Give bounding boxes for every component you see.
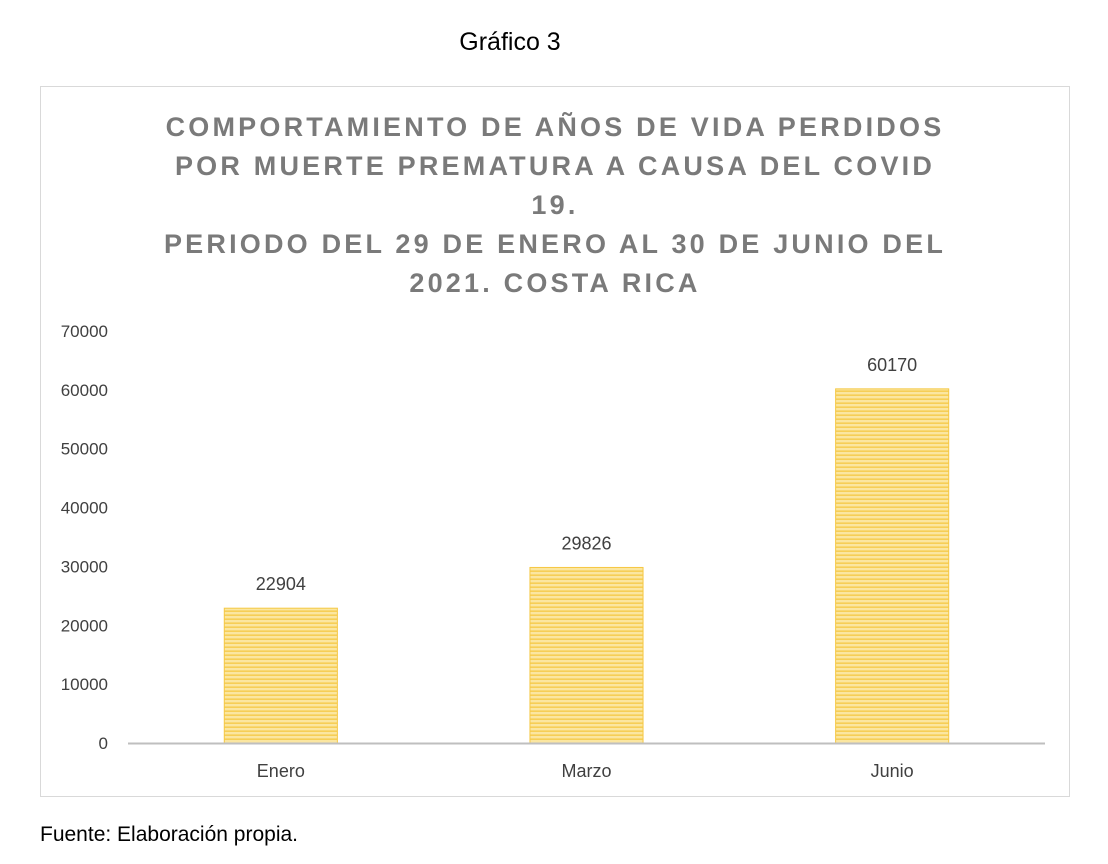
data-label-enero: 22904 [256,574,306,594]
y-tick-label-20000: 20000 [61,616,108,635]
y-axis-tick-labels: 0 10000 20000 30000 40000 50000 60000 70000 [61,322,108,753]
y-tick-label-60000: 60000 [61,381,108,400]
x-category-label-junio: Junio [871,761,914,781]
data-label-marzo: 29826 [561,533,611,553]
chart-title: COMPORTAMIENTO DE AÑOS DE VIDA PERDIDOS … [40,108,1070,303]
chart-frame [40,86,1070,797]
chart-title-line-3: 19. [531,190,579,220]
chart-title-line-4: PERIODO DEL 29 DE ENERO AL 30 DE JUNIO D… [163,229,947,259]
y-tick-label-30000: 30000 [61,557,108,576]
y-tick-label-70000: 70000 [61,322,108,341]
y-tick-label-10000: 10000 [61,675,108,694]
x-category-label-marzo: Marzo [561,761,611,781]
bar-junio [835,388,950,744]
figure-caption-text: Gráfico 3 [459,28,561,56]
y-tick-label-40000: 40000 [61,499,108,518]
source-note: Fuente: Elaboración propia. [40,823,298,846]
y-tick-label-50000: 50000 [61,440,108,459]
data-labels: 22904 29826 60170 [256,355,917,594]
bar-marzo [529,566,644,744]
chart-title-line-2: POR MUERTE PREMATURA A CAUSA DEL COVID [174,151,936,181]
x-category-label-enero: Enero [257,761,305,781]
y-tick-label-0: 0 [99,734,108,753]
bar-enero [223,607,338,744]
chart-title-line-5: 2021. COSTA RICA [409,268,701,298]
chart-title-line-1: COMPORTAMIENTO DE AÑOS DE VIDA PERDIDOS [165,112,945,142]
figure-caption: Gráfico 3 [0,28,1108,57]
x-axis-category-labels: Enero Marzo Junio [257,761,914,781]
bars [223,388,950,744]
data-label-junio: 60170 [867,355,917,375]
